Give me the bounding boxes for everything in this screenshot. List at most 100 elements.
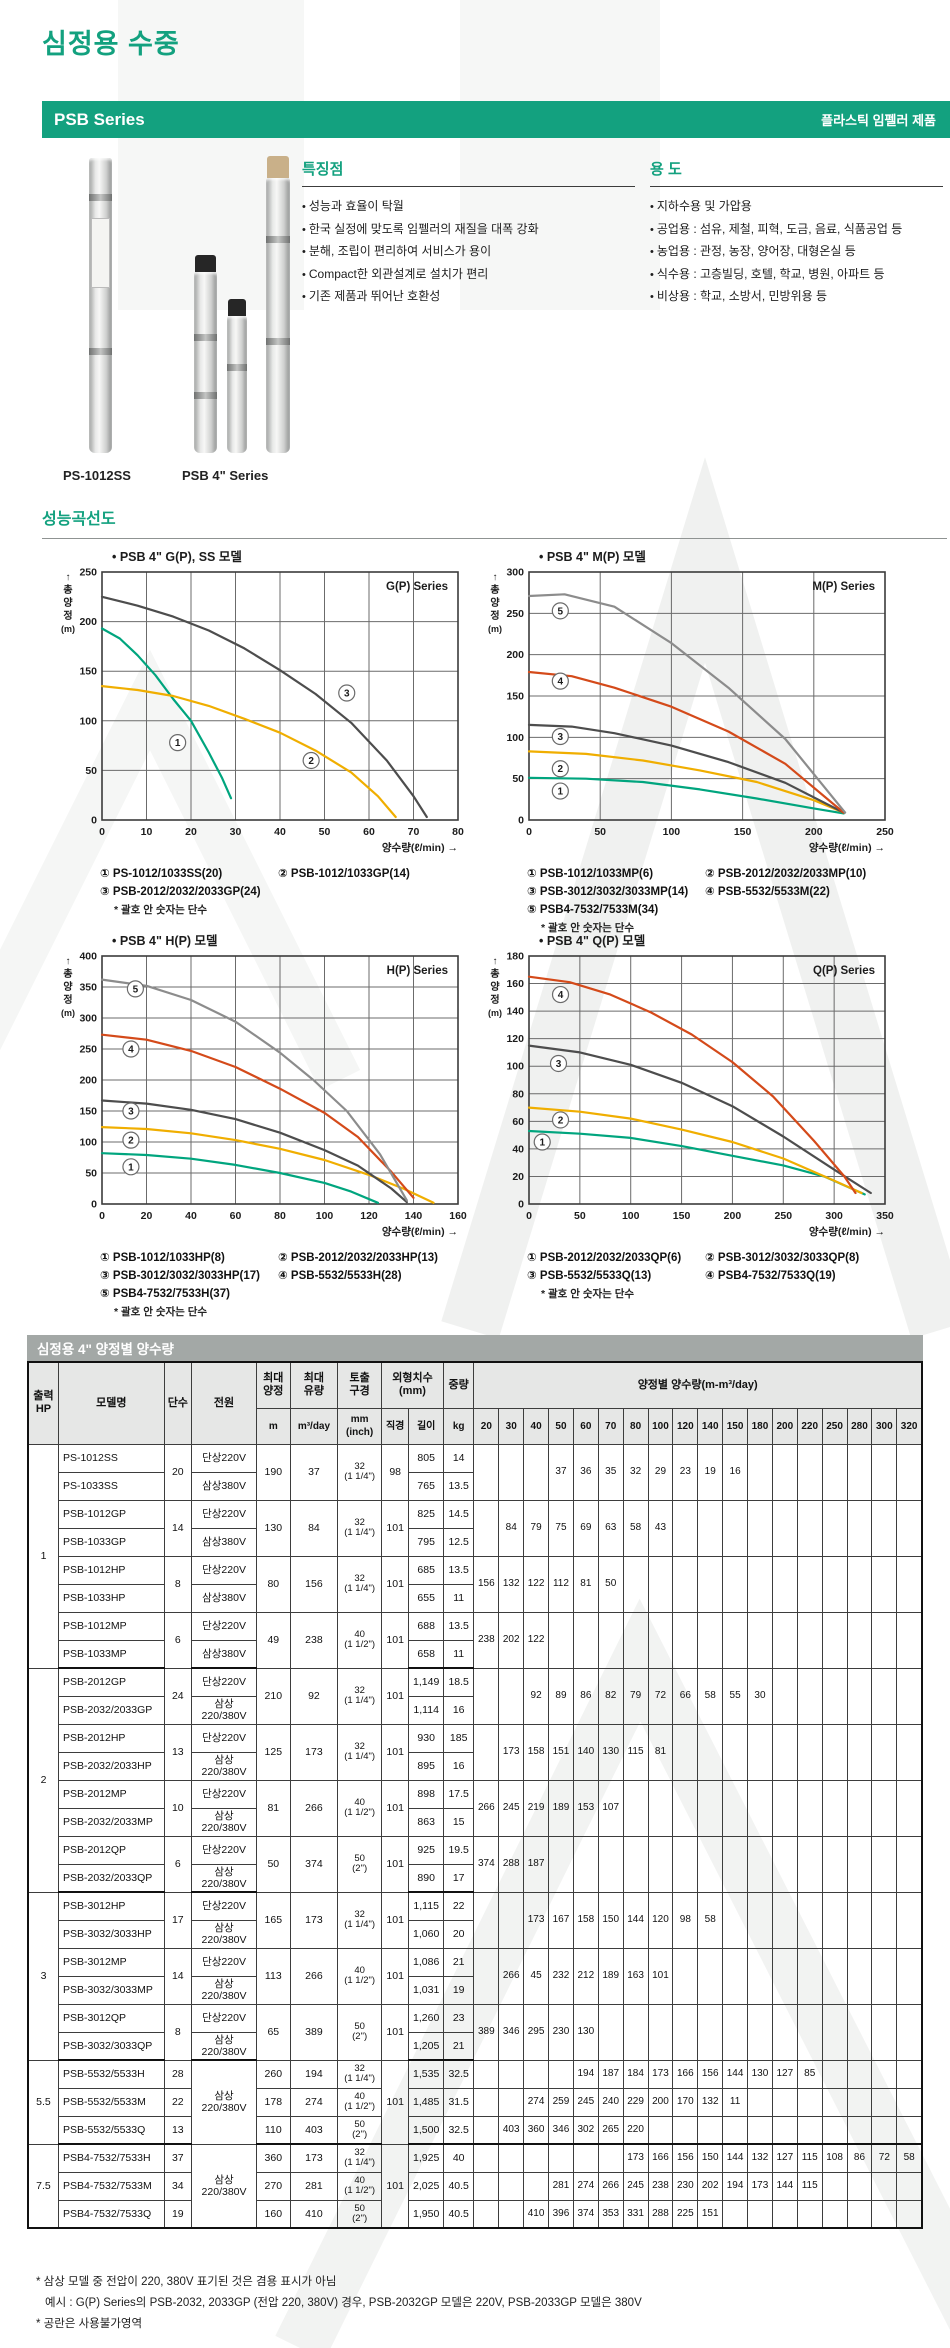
flow-value <box>597 2003 624 2061</box>
power-cell: 단상220V <box>191 1891 258 1921</box>
length-cell: 1,114 <box>408 1695 444 1725</box>
flow-value <box>796 1947 823 2005</box>
flow-value: 170 <box>672 2087 699 2117</box>
weight-cell: 17.5 <box>442 1779 475 1809</box>
flow-value <box>722 1779 749 1837</box>
flow-value <box>796 2199 823 2229</box>
length-cell: 765 <box>408 1471 444 1501</box>
weight-cell: 16 <box>442 1751 475 1781</box>
weight-cell: 40 <box>442 2143 475 2173</box>
svg-text:10: 10 <box>141 826 153 838</box>
flow-value: 266 <box>498 1947 525 2005</box>
flow-head-40: 40 <box>523 1407 550 1445</box>
flow-value <box>498 2059 525 2089</box>
flow-value: 55 <box>722 1667 749 1725</box>
max-head-cell: 125 <box>256 1723 291 1781</box>
flow-value: 396 <box>548 2199 574 2229</box>
length-cell: 825 <box>408 1499 444 1529</box>
flow-value: 79 <box>523 1499 550 1557</box>
stages-cell: 10 <box>163 1779 193 1837</box>
flow-value <box>871 1499 898 1557</box>
unit-kg: kg <box>442 1407 475 1445</box>
flow-value: 281 <box>548 2171 574 2201</box>
flow-head-120: 120 <box>672 1407 699 1445</box>
max-flow-cell: 389 <box>289 2003 339 2061</box>
flow-value <box>846 2115 873 2145</box>
outlet-cell: 50 (2") <box>337 2199 382 2229</box>
svg-text:40: 40 <box>274 826 286 838</box>
flow-value <box>597 1835 624 1893</box>
flow-value <box>771 2087 798 2117</box>
svg-text:0: 0 <box>91 1199 97 1211</box>
svg-text:50: 50 <box>319 826 331 838</box>
flow-value <box>771 1947 798 2005</box>
flow-value: 202 <box>697 2171 724 2201</box>
svg-text:100: 100 <box>506 1061 524 1073</box>
dia-cell: 101 <box>380 1779 410 1837</box>
flow-value: 130 <box>597 1723 624 1781</box>
flow-value: 45 <box>523 1947 550 2005</box>
flow-value: 259 <box>548 2087 574 2117</box>
svg-text:5: 5 <box>558 606 564 617</box>
flow-value <box>647 1611 674 1669</box>
series-corner-label: Q(P) Series <box>813 965 875 977</box>
svg-text:200: 200 <box>79 616 97 628</box>
performance-chart-m: • PSB 4" M(P) 모델 0 50 100 150 200 250 300 0 50 100… <box>483 548 913 935</box>
flow-value <box>796 2087 823 2117</box>
flow-value <box>896 1891 923 1949</box>
series-corner-label: M(P) Series <box>812 581 875 593</box>
flow-value <box>747 2087 773 2117</box>
max-head-cell: 80 <box>256 1555 291 1613</box>
flow-value <box>821 1555 848 1613</box>
svg-text:80: 80 <box>274 1210 286 1222</box>
table-row: PSB-3012QP 8 단상220V 65 389 50 (2") 101 1,260 23 38… <box>28 2003 923 2061</box>
flow-value <box>672 2003 699 2061</box>
length-cell: 1,925 <box>408 2143 444 2173</box>
flow-value <box>846 1443 873 1501</box>
flow-value <box>747 1555 773 1613</box>
flow-value <box>747 2115 773 2145</box>
flow-value <box>697 1555 724 1613</box>
chart-legend: ① PS-1012/1033SS(20) ② PSB-1012/1033GP(14… <box>100 866 486 898</box>
col-header-stages: 단수 <box>163 1361 193 1445</box>
outlet-cell: 32 (1 1/4") <box>337 1723 382 1781</box>
flow-value <box>747 1779 773 1837</box>
max-flow-cell: 156 <box>289 1555 339 1613</box>
length-cell: 1,031 <box>408 1975 444 2005</box>
curve-1 <box>100 1152 379 1204</box>
flow-value <box>796 2003 823 2061</box>
flow-value: 150 <box>697 2143 724 2173</box>
flow-value: 81 <box>647 1723 674 1781</box>
table-row: PSB-2012HP 13 단상220V 125 173 32 (1 1/4") 101 930… <box>28 1723 923 1781</box>
chart-note: * 괄호 안 숫자는 단수 <box>114 904 208 916</box>
flow-value <box>896 2115 923 2145</box>
max-flow-cell: 281 <box>289 2171 339 2201</box>
flow-value <box>796 1723 823 1781</box>
svg-text:350: 350 <box>876 1210 894 1222</box>
flow-value <box>821 2059 848 2089</box>
flow-value <box>498 2171 525 2201</box>
list-item: 한국 실정에 맞도록 임펠러의 재질을 대폭 강화 <box>302 219 635 242</box>
chart-canvas: • PSB 4" Q(P) 모델020406080100120140160180… <box>488 934 894 1238</box>
flow-value: 82 <box>597 1667 624 1725</box>
flow-head-60: 60 <box>572 1407 599 1445</box>
flow-value: 130 <box>747 2059 773 2089</box>
length-cell: 1,950 <box>408 2199 444 2229</box>
length-cell: 795 <box>408 1527 444 1557</box>
product-label-ps1012ss: PS-1012SS <box>63 468 131 483</box>
flow-value <box>896 2199 923 2229</box>
flow-value <box>747 1947 773 2005</box>
flow-value <box>846 2003 873 2061</box>
table-row: PSB-3012MP 14 단상220V 113 266 40 (1 1/2") 101 1,0… <box>28 1947 923 2005</box>
flow-value: 288 <box>647 2199 674 2229</box>
flow-value: 115 <box>622 1723 649 1781</box>
power-cell: 단상220V <box>191 1667 258 1697</box>
length-cell: 895 <box>408 1751 444 1781</box>
model-name: PSB-3032/3033QP <box>57 2031 165 2061</box>
flow-value <box>473 2115 500 2145</box>
svg-text:150: 150 <box>506 691 524 703</box>
flow-value <box>821 1667 848 1725</box>
flow-value: 245 <box>498 1779 525 1837</box>
table-row: 3 PSB-3012HP 17 단상220V 165 173 32 (1 1/4") 101 1,… <box>27 1891 923 2061</box>
flow-value: 173 <box>647 2059 674 2089</box>
